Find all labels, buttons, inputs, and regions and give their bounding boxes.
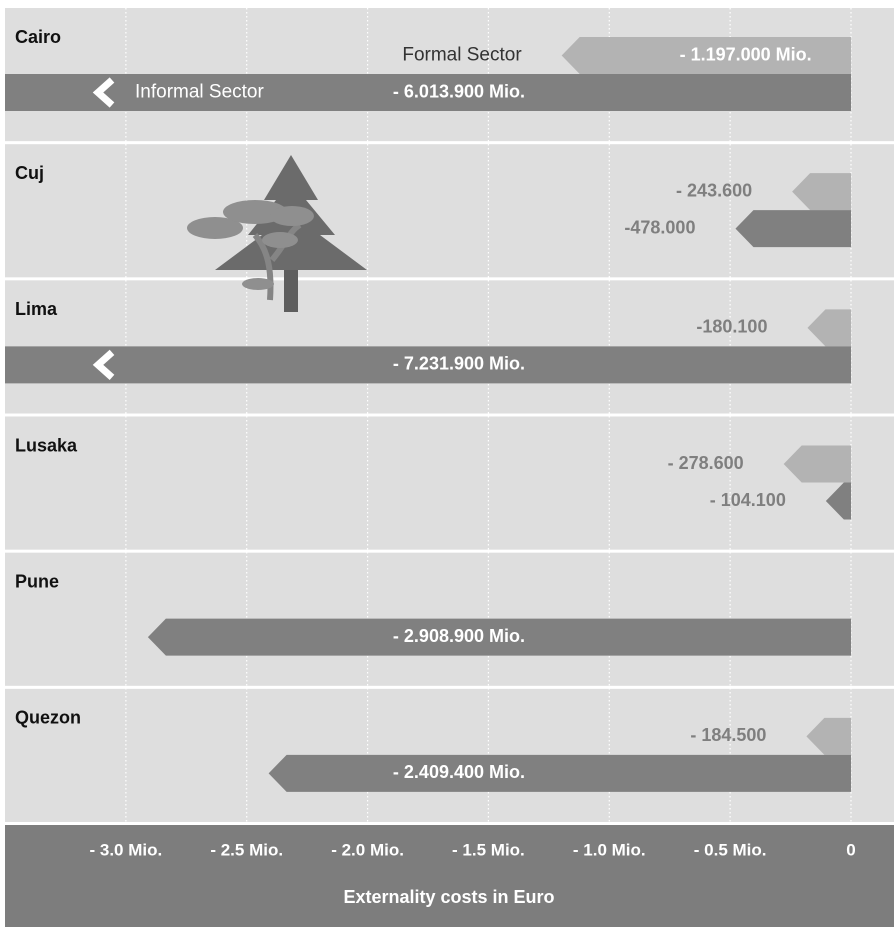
bar — [735, 210, 851, 247]
x-axis-title: Externality costs in Euro — [343, 887, 554, 907]
value-label: - 1.197.000 Mio. — [680, 44, 812, 64]
category-label: Pune — [15, 571, 59, 591]
value-label: - 104.100 — [710, 490, 786, 510]
category-label: Lusaka — [15, 435, 78, 455]
value-label: - 2.908.900 Mio. — [393, 626, 525, 646]
value-label: -180.100 — [696, 317, 767, 337]
x-tick-label: - 2.5 Mio. — [210, 840, 283, 859]
value-label: - 184.500 — [690, 725, 766, 745]
x-tick-label: - 3.0 Mio. — [89, 840, 162, 859]
category-label: Cuj — [15, 163, 44, 183]
row-backgrounds — [5, 8, 894, 825]
x-tick-label: - 1.0 Mio. — [573, 840, 646, 859]
value-label: - 2.409.400 Mio. — [393, 762, 525, 782]
value-label: - 243.600 — [676, 180, 752, 200]
chart: Cairo - 1.197.000 Mio. - 6.013.900 Mio. Cuj… — [0, 0, 894, 927]
row-background — [5, 417, 894, 550]
page: Cairo - 1.197.000 Mio. - 6.013.900 Mio. Cuj… — [0, 0, 894, 927]
bar — [269, 755, 851, 792]
legend-label: Informal Sector — [135, 82, 264, 103]
x-tick-label: - 1.5 Mio. — [452, 840, 525, 859]
category-label: Lima — [15, 299, 58, 319]
x-tick-label: - 2.0 Mio. — [331, 840, 404, 859]
category-label: Cairo — [15, 27, 61, 47]
x-tick-label: - 0.5 Mio. — [694, 840, 767, 859]
category-label: Quezon — [15, 708, 81, 728]
legend-label: Formal Sector — [402, 45, 522, 66]
x-tick-label: 0 — [846, 840, 855, 859]
value-label: -478.000 — [624, 217, 695, 237]
value-label: - 6.013.900 Mio. — [393, 81, 525, 101]
value-label: - 278.600 — [668, 453, 744, 473]
value-label: - 7.231.900 Mio. — [393, 354, 525, 374]
